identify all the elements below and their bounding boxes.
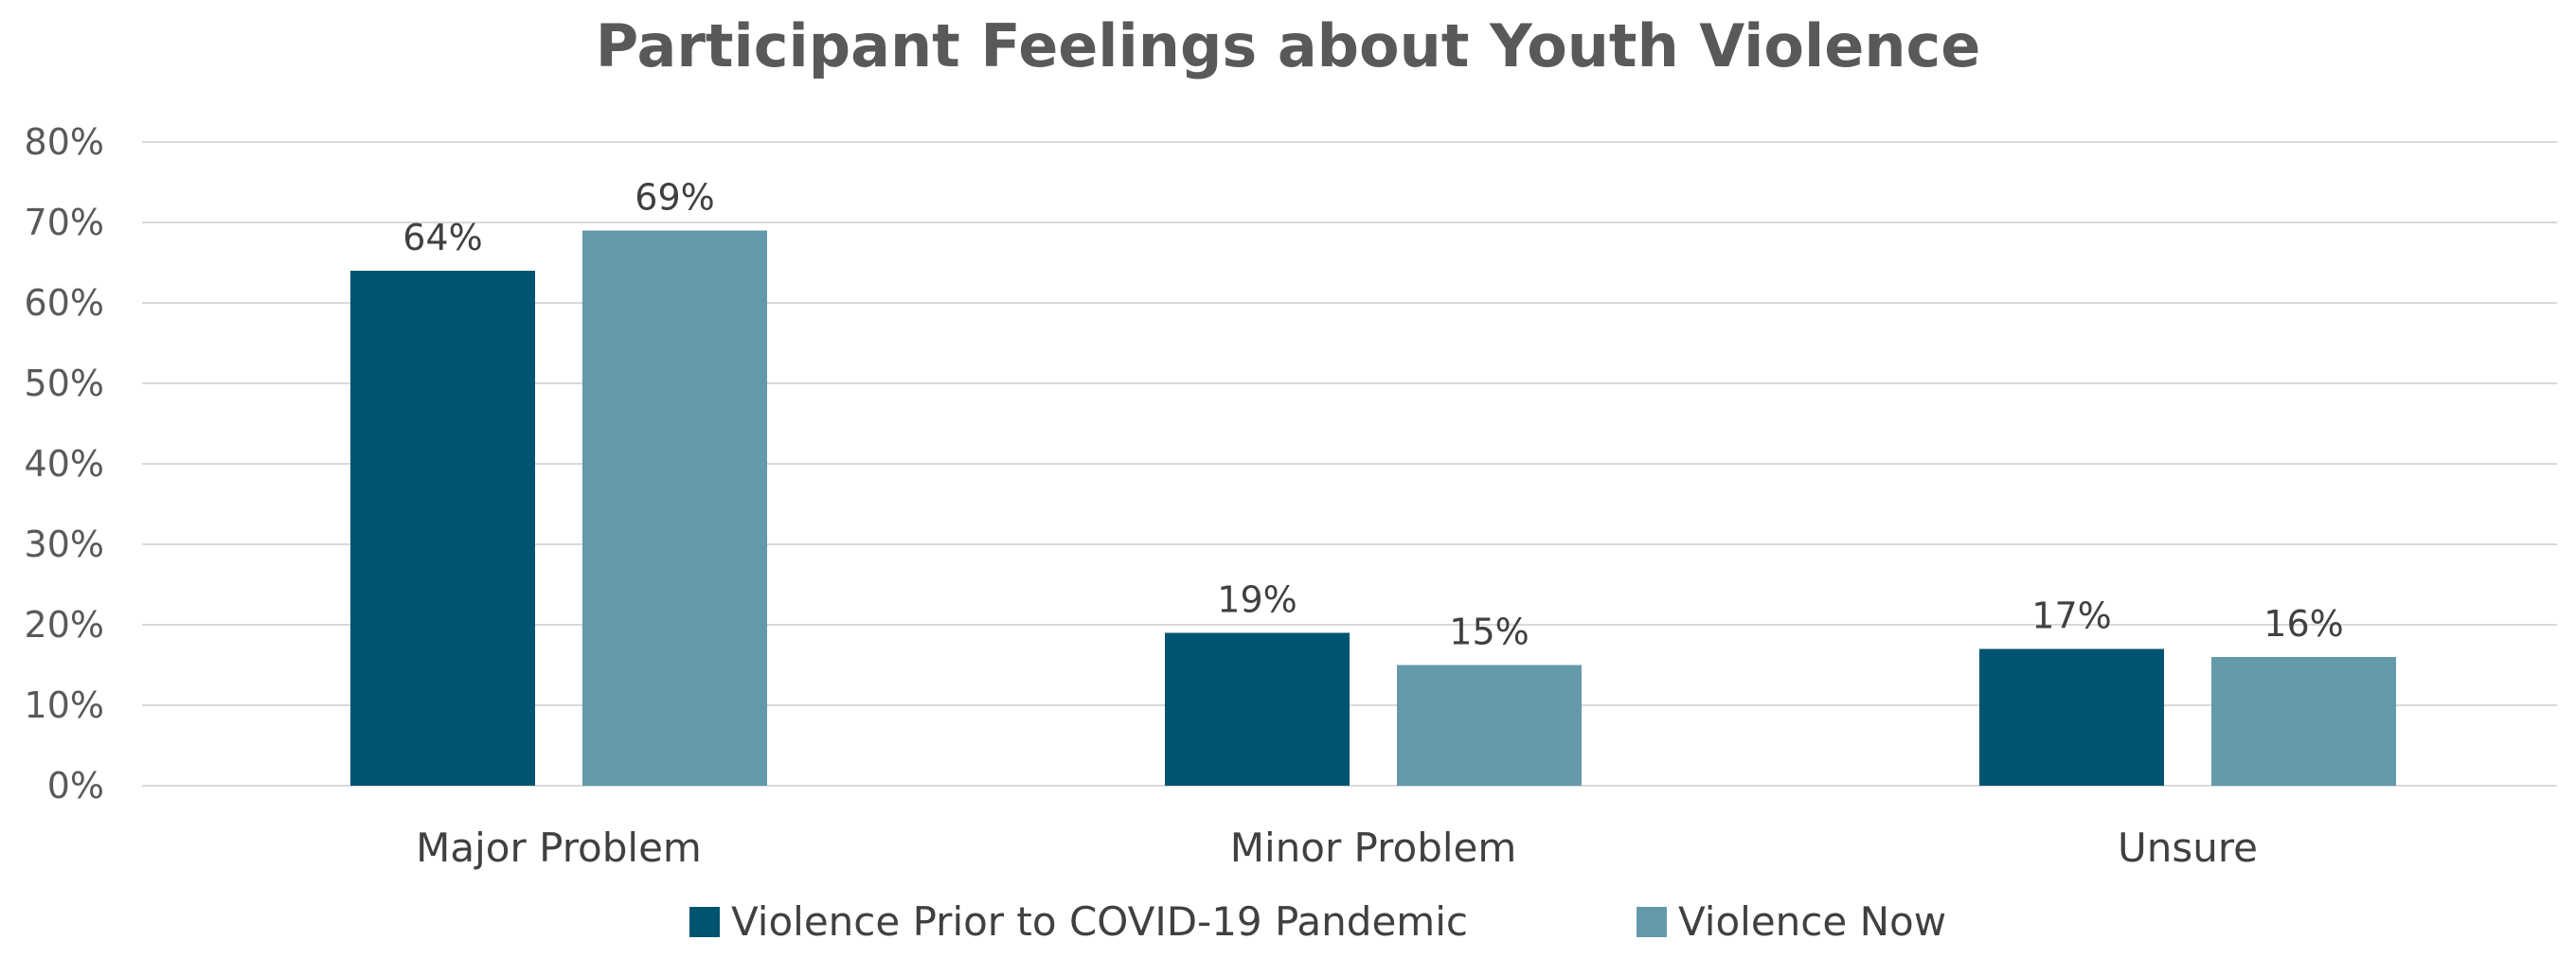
- y-tick-label: 50%: [25, 363, 104, 404]
- category-labels: Major Problem Minor Problem Unsure: [416, 825, 2258, 871]
- legend-swatch: [1637, 907, 1667, 937]
- y-tick-label: 70%: [25, 202, 104, 243]
- bar: [1165, 632, 1350, 786]
- bar: [1979, 648, 2164, 786]
- chart-title: Participant Feelings about Youth Violenc…: [596, 11, 1981, 80]
- category-label: Unsure: [2118, 825, 2258, 871]
- data-labels: 64% 69% 19% 15% 17% 16%: [402, 177, 2343, 653]
- legend-label: Violence Prior to COVID-19 Pandemic: [731, 898, 1468, 945]
- data-label: 64%: [402, 217, 482, 258]
- y-tick-label: 80%: [25, 121, 104, 163]
- y-tick-label: 20%: [25, 604, 104, 646]
- category-label: Major Problem: [416, 825, 702, 871]
- data-label: 19%: [1217, 579, 1297, 621]
- y-tick-label: 0%: [47, 765, 104, 807]
- bars: [350, 230, 2396, 786]
- y-tick-label: 40%: [25, 443, 104, 485]
- data-label: 17%: [2031, 595, 2111, 637]
- y-tick-label: 60%: [25, 282, 104, 324]
- bar: [582, 230, 767, 786]
- legend: Violence Prior to COVID-19 Pandemic Viole…: [689, 898, 1946, 945]
- legend-swatch: [689, 907, 720, 937]
- legend-label: Violence Now: [1678, 898, 1946, 945]
- data-label: 15%: [1449, 612, 1529, 653]
- data-label: 69%: [635, 177, 714, 219]
- bar: [2211, 657, 2396, 786]
- category-label: Minor Problem: [1230, 825, 1517, 871]
- y-tick-label: 10%: [25, 684, 104, 726]
- bar: [1397, 665, 1582, 786]
- gridlines: [142, 141, 2557, 787]
- data-label: 16%: [2263, 603, 2343, 645]
- y-axis-tick-labels: 0% 10% 20% 30% 40% 50% 60% 70% 80%: [25, 121, 104, 807]
- bar: [350, 271, 535, 786]
- y-tick-label: 30%: [25, 523, 104, 565]
